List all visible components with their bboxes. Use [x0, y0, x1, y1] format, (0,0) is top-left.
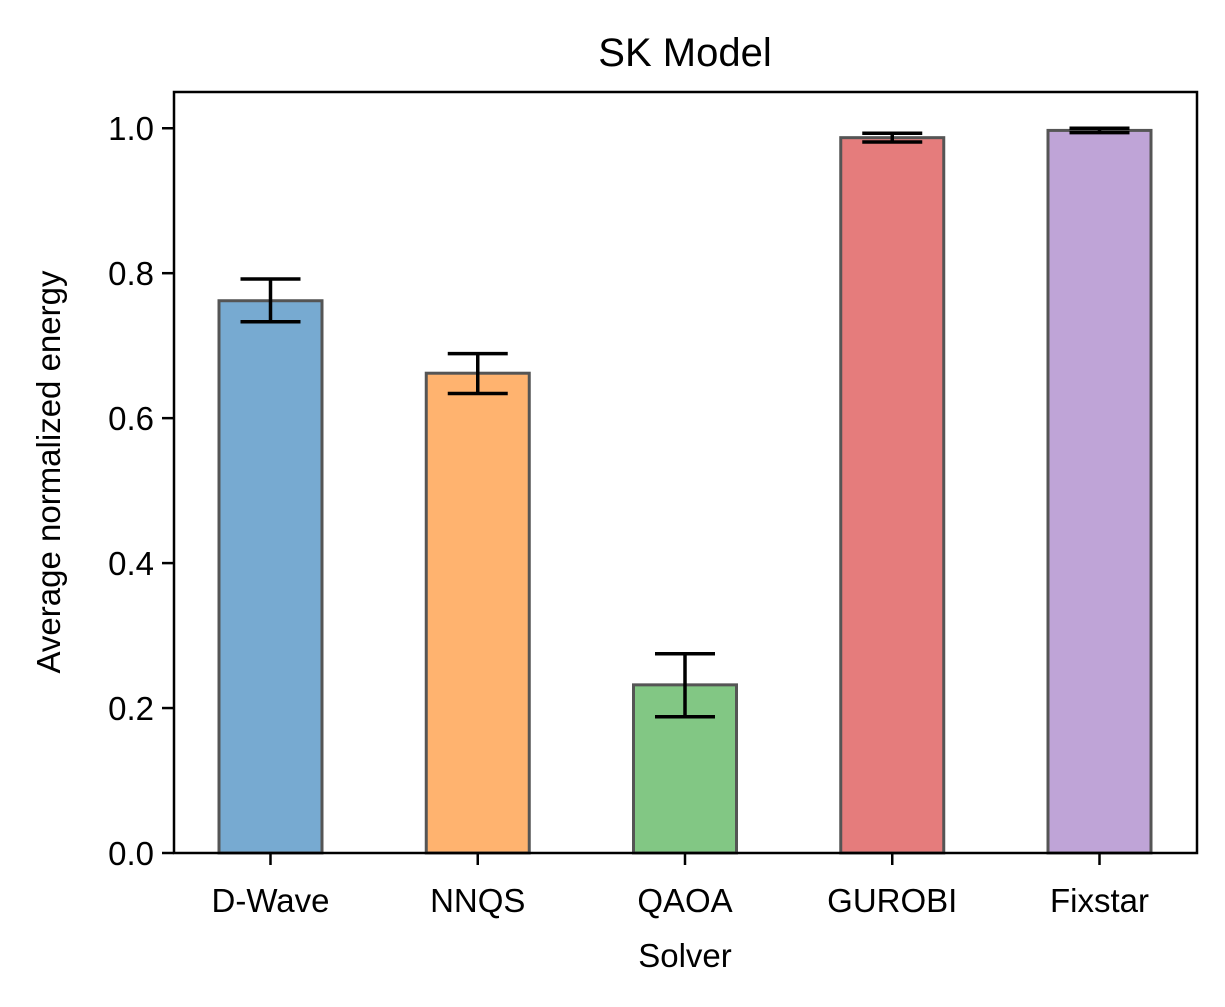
- y-tick-label: 1.0: [108, 110, 154, 147]
- y-tick-label: 0.6: [108, 400, 154, 437]
- x-tick-label-nnqs: NNQS: [430, 882, 525, 919]
- chart-title: SK Model: [598, 31, 771, 75]
- bars-layer: [217, 128, 1153, 855]
- errorbars-layer: [240, 126, 1130, 719]
- y-tick-label: 0.4: [108, 545, 154, 582]
- error-bar-gurobi: [862, 131, 923, 144]
- bar-nnqs: [424, 371, 531, 855]
- plot-frame: [172, 90, 1199, 855]
- y-axis-label: Average normalized energy: [30, 270, 67, 673]
- x-tick-label-gurobi: GUROBI: [827, 882, 957, 919]
- bar-d-wave: [217, 299, 324, 855]
- x-tick-label-qaoa: QAOA: [637, 882, 732, 919]
- error-bar-qaoa: [655, 651, 715, 719]
- axes-layer: D-Wave NNQS QAOA GUROBI Fixstar 0.0 0.2 0.4 0.6 0…: [108, 90, 1199, 919]
- x-tick-label-fixstar: Fixstar: [1050, 882, 1149, 919]
- error-bar-d-wave: [240, 277, 301, 324]
- x-axis-label: Solver: [638, 937, 732, 974]
- y-tick-label: 0.8: [108, 255, 154, 292]
- bar-gurobi: [839, 136, 946, 855]
- error-bar-fixstar: [1069, 126, 1130, 135]
- y-tick-label: 0.2: [108, 690, 154, 727]
- x-tick-label-d-wave: D-Wave: [212, 882, 330, 919]
- bar-fixstar: [1046, 128, 1153, 855]
- y-tick-label: 0.0: [108, 835, 154, 872]
- error-bar-nnqs: [447, 351, 508, 396]
